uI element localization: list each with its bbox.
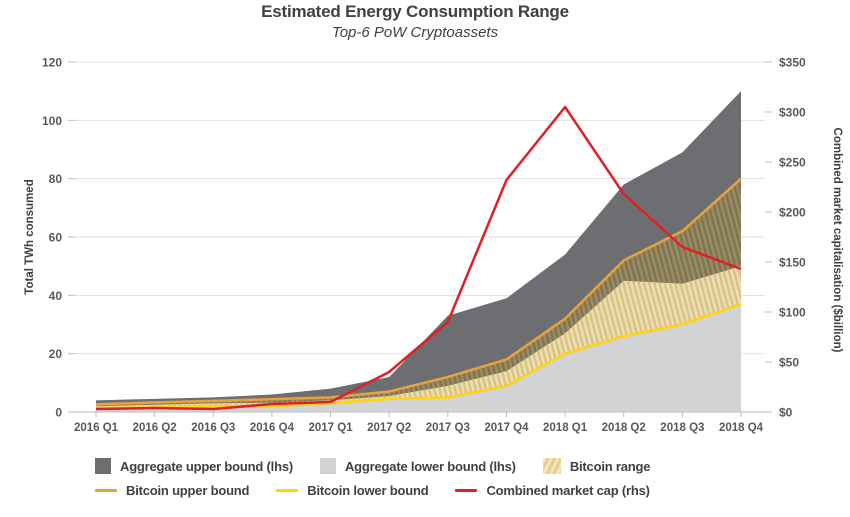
x-axis-tick-label: 2016 Q2: [133, 422, 177, 434]
bitcoin-upper-line: [95, 177, 742, 406]
legend-row-1: Aggregate upper bound (lhs) Aggregate lo…: [95, 458, 650, 474]
bitcoin-lower-line-icon: [276, 489, 299, 492]
legend-label: Aggregate lower bound (lhs): [344, 458, 516, 474]
page-title: Estimated Energy Consumption Range: [261, 2, 569, 21]
left-axis-tick-label: 100: [42, 114, 62, 128]
axis-labels: 0 20 40 60 80 100 120 $0 $50 $100 $150 $200 $250 $300…: [42, 56, 806, 435]
left-axis-title: Total TWh consumed: [24, 179, 36, 294]
right-axis-tick-label: $250: [779, 156, 806, 170]
x-axis-tick-label: 2018 Q2: [602, 422, 646, 434]
market-cap-line-icon: [455, 489, 478, 492]
legend-label: Bitcoin lower bound: [307, 483, 429, 498]
bitcoin-range-swatch-icon: [542, 458, 561, 474]
aggregate-lower-area: [96, 266, 741, 412]
right-axis-tick-label: $200: [779, 206, 806, 220]
bitcoin-upper-line-icon: [95, 489, 117, 492]
legend-label: Bitcoin range: [569, 458, 651, 474]
x-axis-tick-label: 2018 Q1: [543, 422, 588, 434]
aggregate-upper-swatch-icon: [95, 458, 111, 474]
right-axis-tick-label: $300: [779, 106, 806, 120]
x-axis-tick-label: 2016 Q4: [250, 422, 295, 434]
left-axis-tick-label: 60: [49, 231, 63, 245]
axis-ticks: [68, 61, 772, 417]
legend-label: Combined market cap (rhs): [486, 483, 650, 498]
legend-label: Aggregate upper bound (lhs): [120, 458, 293, 474]
left-axis-tick-label: 40: [49, 289, 63, 303]
x-axis-tick-label: 2016 Q1: [74, 422, 119, 434]
right-axis-tick-label: $350: [779, 56, 806, 70]
right-axis-title: Combined market capitalisation ($billion…: [831, 128, 843, 353]
left-axis-tick-label: 0: [55, 406, 62, 420]
page-subtitle: Top-6 PoW Cryptoassets: [331, 24, 499, 41]
bitcoin-range-light-band: [96, 266, 741, 409]
aggregate-lower-swatch-icon: [319, 458, 336, 474]
left-axis-tick-label: 80: [49, 172, 63, 186]
x-axis-tick-label: 2016 Q3: [191, 422, 235, 434]
legend: Aggregate upper bound (lhs) Aggregate lo…: [95, 458, 650, 498]
right-axis-tick-label: $0: [779, 406, 793, 420]
legend-item-aggregate-lower: Aggregate lower bound (lhs): [319, 458, 516, 474]
legend-item-bitcoin-lower: Bitcoin lower bound: [276, 483, 429, 498]
legend-label: Bitcoin upper bound: [126, 483, 250, 498]
bitcoin-lower-line: [95, 302, 742, 410]
right-axis-tick-label: $150: [779, 256, 806, 270]
x-axis-tick-label: 2018 Q3: [660, 422, 704, 434]
legend-item-aggregate-upper: Aggregate upper bound (lhs): [95, 458, 293, 474]
left-axis-tick-label: 20: [49, 347, 63, 361]
left-axis-tick-label: 120: [42, 56, 62, 70]
right-axis-tick-label: $50: [779, 356, 799, 370]
x-axis-tick-label: 2017 Q2: [367, 422, 411, 434]
legend-row-2: Bitcoin upper bound Bitcoin lower bound …: [95, 483, 650, 498]
x-axis-tick-label: 2017 Q4: [484, 422, 529, 434]
x-axis-tick-label: 2017 Q3: [426, 422, 470, 434]
x-axis-tick-label: 2018 Q4: [719, 422, 764, 434]
right-axis-tick-label: $100: [779, 306, 806, 320]
chart-header: Estimated Energy Consumption Range Top-6…: [0, 2, 830, 41]
market-cap-line: [95, 105, 742, 411]
chart-plot-area: 0 20 40 60 80 100 120 $0 $50 $100 $150 $200 $250 $300…: [24, 56, 843, 435]
x-axis-tick-label: 2017 Q1: [308, 422, 353, 434]
legend-item-bitcoin-upper: Bitcoin upper bound: [95, 483, 249, 498]
aggregate-upper-area: [96, 91, 741, 407]
legend-item-bitcoin-range: Bitcoin range: [542, 458, 651, 474]
legend-item-market-cap: Combined market cap (rhs): [455, 483, 650, 498]
